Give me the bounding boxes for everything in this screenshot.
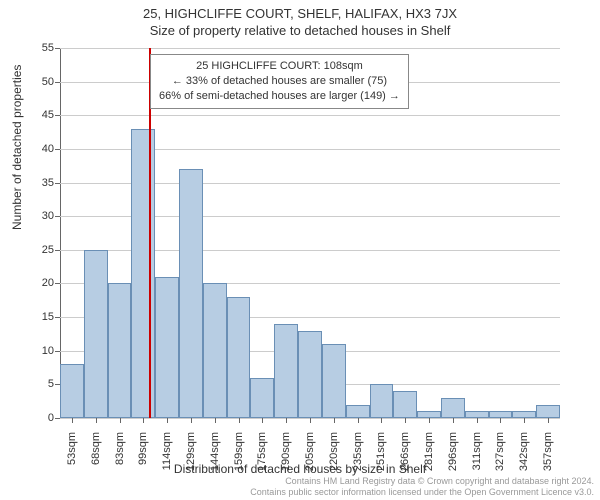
x-tick: [262, 418, 263, 423]
histogram-bar: [465, 411, 489, 418]
y-tick-label: 45: [24, 109, 54, 121]
histogram-bar: [346, 405, 370, 418]
y-tick-label: 30: [24, 210, 54, 222]
callout-line: 25 HIGHCLIFFE COURT: 108sqm: [159, 59, 400, 74]
footer-line: Contains HM Land Registry data © Crown c…: [250, 476, 594, 487]
page-subtitle: Size of property relative to detached ho…: [0, 23, 600, 38]
histogram-bar: [250, 378, 274, 418]
histogram-bar: [84, 250, 108, 418]
x-tick: [477, 418, 478, 423]
y-tick-label: 5: [24, 378, 54, 390]
y-tick-label: 35: [24, 177, 54, 189]
x-tick: [453, 418, 454, 423]
x-tick: [120, 418, 121, 423]
y-tick: [55, 216, 60, 217]
histogram-bar: [274, 324, 298, 418]
histogram-bar: [227, 297, 251, 418]
histogram-bar: [370, 384, 394, 418]
histogram-bar: [441, 398, 465, 418]
x-tick: [191, 418, 192, 423]
y-axis: [60, 48, 61, 418]
y-tick: [55, 149, 60, 150]
y-tick-label: 25: [24, 244, 54, 256]
x-tick: [381, 418, 382, 423]
histogram-bar: [512, 411, 536, 418]
y-tick: [55, 48, 60, 49]
y-tick-label: 20: [24, 277, 54, 289]
histogram-bar: [179, 169, 203, 418]
y-tick: [55, 115, 60, 116]
x-tick: [239, 418, 240, 423]
histogram-bar: [489, 411, 513, 418]
histogram-bar: [393, 391, 417, 418]
y-tick-label: 50: [24, 76, 54, 88]
y-tick-label: 10: [24, 345, 54, 357]
y-tick: [55, 250, 60, 251]
y-axis-label: Number of detached properties: [10, 65, 24, 230]
x-tick: [310, 418, 311, 423]
callout-box: 25 HIGHCLIFFE COURT: 108sqm← 33% of deta…: [150, 54, 409, 109]
gridline: [60, 48, 560, 49]
histogram-bar: [108, 283, 132, 418]
y-tick-label: 0: [24, 412, 54, 424]
y-tick: [55, 317, 60, 318]
histogram-bar: [203, 283, 227, 418]
x-tick: [215, 418, 216, 423]
histogram-bar: [322, 344, 346, 418]
x-tick: [96, 418, 97, 423]
x-tick: [500, 418, 501, 423]
gridline: [60, 115, 560, 116]
x-tick: [143, 418, 144, 423]
y-tick: [55, 283, 60, 284]
x-tick: [429, 418, 430, 423]
x-tick: [358, 418, 359, 423]
y-tick: [55, 82, 60, 83]
x-tick: [286, 418, 287, 423]
page-title: 25, HIGHCLIFFE COURT, SHELF, HALIFAX, HX…: [0, 6, 600, 21]
footer-attribution: Contains HM Land Registry data © Crown c…: [250, 476, 594, 498]
y-tick: [55, 183, 60, 184]
x-tick: [167, 418, 168, 423]
histogram-bar: [155, 277, 179, 418]
y-tick: [55, 418, 60, 419]
y-tick-label: 15: [24, 311, 54, 323]
histogram-bar: [298, 331, 322, 418]
y-tick: [55, 351, 60, 352]
histogram-bar: [417, 411, 441, 418]
x-tick: [334, 418, 335, 423]
histogram-bar: [60, 364, 84, 418]
histogram-bar: [536, 405, 560, 418]
footer-line: Contains public sector information licen…: [250, 487, 594, 498]
x-tick: [524, 418, 525, 423]
x-axis-label: Distribution of detached houses by size …: [0, 462, 600, 476]
x-tick: [72, 418, 73, 423]
x-tick: [548, 418, 549, 423]
callout-line: 66% of semi-detached houses are larger (…: [159, 89, 400, 104]
y-tick-label: 55: [24, 42, 54, 54]
histogram-bar: [131, 129, 155, 418]
callout-line: ← 33% of detached houses are smaller (75…: [159, 74, 400, 89]
histogram-chart: 051015202530354045505553sqm68sqm83sqm99s…: [60, 48, 560, 418]
x-tick: [405, 418, 406, 423]
y-tick-label: 40: [24, 143, 54, 155]
